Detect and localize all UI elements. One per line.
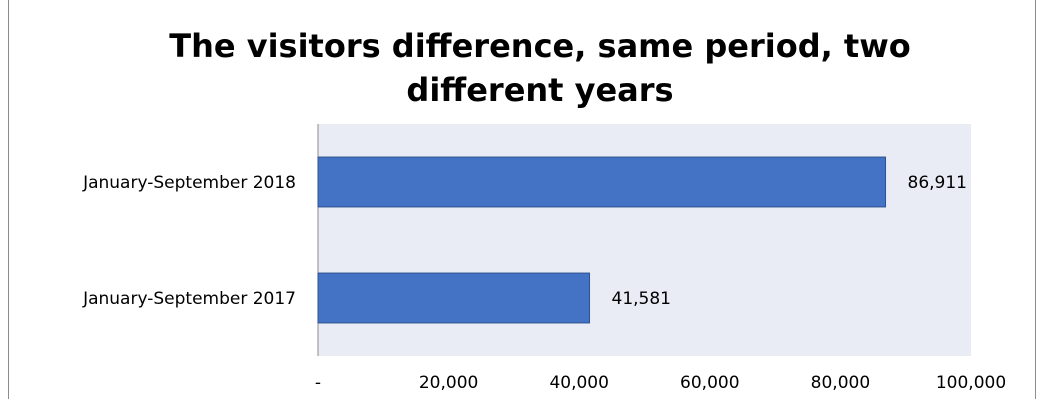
chart-frame [8,0,1036,399]
x-tick-label-4: 60,000 [680,373,739,393]
bars-group [317,156,887,324]
data-label-2: 41,581 [612,289,671,309]
x-tick-label-2: 20,000 [419,373,478,393]
x-tick-label-5: 80,000 [811,373,870,393]
bar-2 [317,272,591,324]
x-tick-label-3: 40,000 [549,373,608,393]
bar-1 [317,156,887,208]
x-tick-label-1: - [315,373,321,393]
category-labels: January-September 2018 January-September … [82,173,296,309]
data-label-1: 86,911 [908,173,967,193]
x-tick-label-6: 100,000 [936,373,1006,393]
x-axis-tick-labels: - 20,000 40,000 60,000 80,000 100,000 [315,373,1006,393]
data-labels: 86,911 41,581 [612,173,967,309]
category-label-1: January-September 2018 [82,173,296,193]
category-label-2: January-September 2017 [82,289,296,309]
chart-title: The visitors difference, same period, tw… [169,27,911,109]
